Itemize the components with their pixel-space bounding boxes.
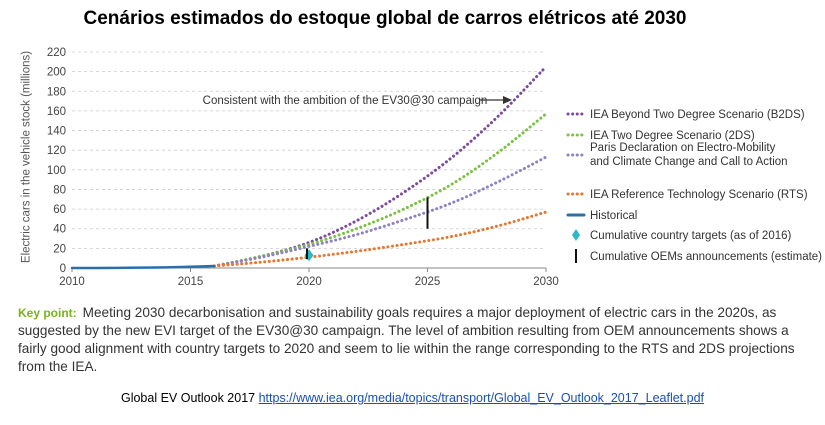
series-lines [70, 65, 548, 270]
legend-item: Paris Declaration on Electro-Mobility and… [566, 142, 788, 168]
legend-item: IEA Reference Technology Scenario (RTS) [566, 189, 808, 201]
legend-item: Cumulative country targets (as of 2016) [572, 229, 792, 242]
x-tick-label: 2025 [415, 276, 441, 288]
legend-label: IEA Two Degree Scenario (2DS) [590, 130, 755, 142]
y-tick-label: 80 [53, 184, 66, 196]
series-line-iea-two-degree-scenario-2ds [212, 112, 548, 268]
legend-diamond-icon [572, 229, 580, 241]
chart-title: Cenários estimados do estoque global de … [83, 8, 687, 29]
y-tick-label: 180 [47, 86, 66, 98]
legend-item: IEA Beyond Two Degree Scenario (B2DS) [566, 109, 805, 121]
series-line-paris-declaration-on-electro-m [212, 155, 548, 268]
country-target-marker [304, 249, 314, 262]
annotation-text: Consistent with the ambition of the EV30… [203, 95, 488, 107]
y-tick-label: 40 [53, 224, 66, 236]
source-link[interactable]: https://www.iea.org/media/topics/transpo… [258, 391, 704, 405]
legend-label: Cumulative country targets (as of 2016) [590, 230, 792, 242]
legend-label: IEA Beyond Two Degree Scenario (B2DS) [590, 109, 805, 121]
chart-markers [304, 197, 429, 262]
annotation-arrow-head [503, 96, 512, 104]
y-tick-label: 20 [53, 243, 66, 255]
grid-lines [72, 51, 546, 249]
x-tick-label: 2030 [533, 276, 559, 288]
key-point-text: Meeting 2030 decarbonisation and sustain… [18, 305, 795, 374]
legend: IEA Beyond Two Degree Scenario (B2DS) IEA… [566, 109, 822, 263]
x-tick-label: 2010 [59, 276, 85, 288]
key-point: Key point: Meeting 2030 decarbonisation a… [18, 304, 808, 376]
legend-label: Historical [590, 210, 637, 222]
x-tick-label: 2015 [178, 276, 204, 288]
legend-item: Historical [566, 210, 637, 222]
chart-annotation: Consistent with the ambition of the EV30… [203, 95, 512, 107]
legend-label: IEA Reference Technology Scenario (RTS) [590, 189, 808, 201]
y-tick-label: 60 [53, 204, 66, 216]
key-point-label: Key point: [18, 306, 77, 320]
series-line-historical [70, 264, 216, 270]
y-tick-label: 100 [47, 165, 66, 177]
source-line: Global EV Outlook 2017 https://www.iea.o… [0, 391, 825, 405]
y-tick-label: 140 [47, 126, 66, 138]
legend-item: IEA Two Degree Scenario (2DS) [566, 130, 755, 142]
y-tick-label: 220 [47, 47, 66, 59]
y-tick-label: 160 [47, 106, 66, 118]
legend-label: and Climate Change and Call to Action [590, 156, 788, 168]
y-tick-label: 120 [47, 145, 66, 157]
legend-item: Cumulative OEMs announcements (estimate) [575, 249, 822, 263]
source-prefix: Global EV Outlook 2017 [120, 391, 256, 405]
series-line-iea-reference-technology-scena [212, 210, 548, 268]
chart-canvas: 0 20 40 60 80 100 120 140 160 180 200 220 2010 2015 20… [47, 47, 822, 288]
series-line-iea-beyond-two-degree-scenario [212, 65, 548, 268]
y-tick-label: 0 [60, 263, 66, 275]
legend-label: Paris Declaration on Electro-Mobility [590, 142, 776, 154]
y-tick-label: 200 [47, 67, 66, 79]
legend-label: Cumulative OEMs announcements (estimate) [590, 251, 822, 263]
x-tick-label: 2020 [296, 276, 322, 288]
axes: 0 20 40 60 80 100 120 140 160 180 200 220 2010 2015 20… [47, 47, 559, 288]
